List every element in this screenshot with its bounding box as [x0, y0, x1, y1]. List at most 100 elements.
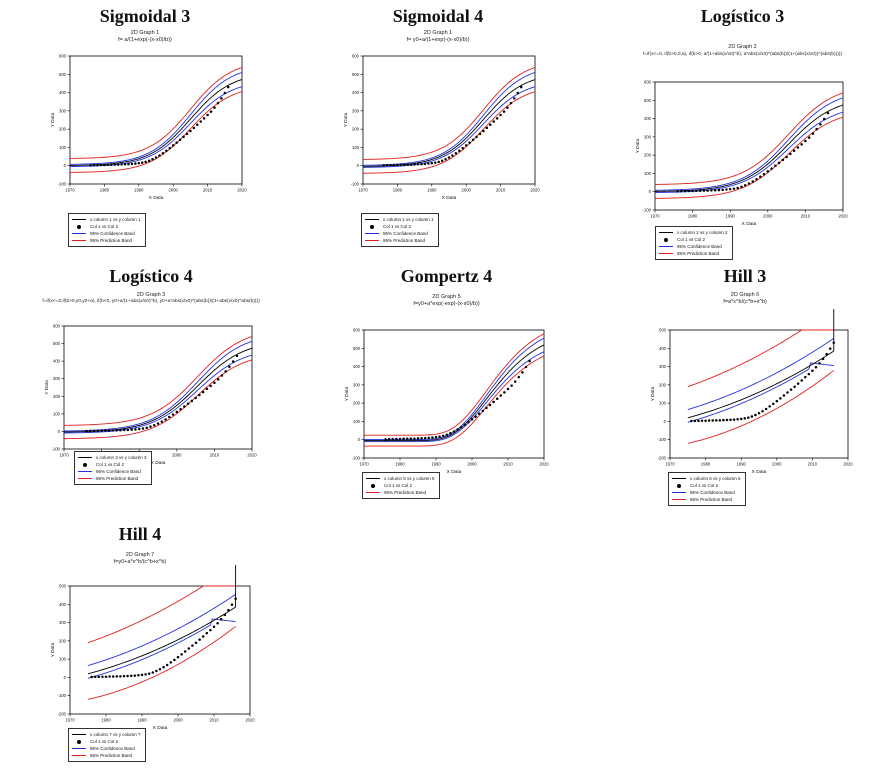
x-tick-label: 1980 — [688, 214, 698, 219]
legend-symbol — [659, 250, 673, 257]
data-point — [706, 189, 709, 192]
prediction-band-lower — [69, 91, 243, 173]
data-point — [495, 117, 499, 120]
x-tick-label: 1980 — [701, 462, 711, 467]
y-tick-label: 100 — [59, 145, 67, 150]
prediction-band-upper — [63, 336, 253, 426]
legend-symbol — [72, 237, 86, 244]
x-tick-label: 2000 — [173, 718, 183, 723]
x-tick-label: 2000 — [169, 188, 179, 193]
data-point — [811, 132, 815, 135]
x-tick-label: 1990 — [431, 462, 441, 467]
y-tick-label: 600 — [353, 328, 361, 333]
legend-item: 95% Confidence Band — [659, 243, 728, 250]
legend-symbol — [366, 489, 380, 496]
data-point — [755, 178, 758, 181]
data-point — [110, 163, 113, 167]
y-tick-label: 0 — [64, 163, 67, 168]
data-point — [123, 163, 127, 166]
y-tick-label: 0 — [649, 189, 652, 194]
data-point — [423, 436, 427, 440]
legend-item: x column 5 vs y column 5 — [366, 475, 435, 482]
data-point — [459, 426, 463, 429]
data-point — [717, 188, 721, 192]
panel-gompertz-4: Gompertz 4 2D Graph 5 f=y0+a*exp(-exp(-(… — [334, 266, 564, 506]
data-point — [104, 675, 108, 678]
y-tick-label: 400 — [352, 90, 360, 95]
data-point — [707, 419, 711, 422]
data-point — [427, 162, 430, 165]
data-point — [235, 354, 239, 358]
legend-item: x column 7 vs y column 7 — [72, 731, 141, 738]
y-tick-label: 200 — [353, 401, 361, 406]
graph-title: 2D Graph 3 — [136, 292, 166, 298]
data-point — [454, 152, 458, 155]
x-tick-label: 1980 — [393, 188, 403, 193]
legend-label: x column 6 vs y column 6 — [690, 476, 741, 481]
legend-symbol — [365, 216, 379, 223]
data-point — [710, 189, 713, 192]
data-point — [739, 417, 743, 421]
legend-symbol — [78, 454, 92, 461]
data-point — [168, 415, 171, 419]
legend-label: 95% Confidence Band — [96, 469, 141, 474]
data-point — [713, 189, 717, 192]
confidence-band-upper — [687, 338, 835, 410]
data-point — [182, 135, 185, 139]
data-point — [747, 416, 750, 419]
legend-symbol — [72, 223, 86, 230]
y-tick-label: -100 — [351, 182, 360, 187]
y-tick-label: 300 — [53, 376, 61, 381]
legend-item: x column 2 vs y column 2 — [659, 229, 728, 236]
data-point — [506, 387, 510, 391]
x-tick-label: 1980 — [101, 718, 111, 723]
legend-label: Col 1 vs Col 2 — [384, 483, 413, 488]
data-point — [201, 390, 205, 394]
data-point — [194, 396, 197, 400]
data-point — [792, 149, 796, 152]
data-point — [220, 97, 223, 100]
x-tick-label: 1970 — [359, 462, 369, 467]
confidence-band-lower — [87, 618, 236, 679]
data-point — [387, 437, 391, 441]
x-tick-label: 1970 — [65, 718, 75, 723]
data-point — [189, 129, 192, 133]
data-point — [155, 669, 158, 673]
data-point — [230, 603, 234, 606]
x-tick-label: 1980 — [395, 462, 405, 467]
data-point — [427, 436, 431, 440]
legend-symbol — [365, 223, 379, 230]
x-tick-label: 2020 — [838, 214, 848, 219]
data-point — [434, 435, 438, 439]
data-point — [751, 180, 755, 183]
data-point — [175, 410, 179, 414]
panel-title: Logístico 4 — [109, 266, 193, 286]
data-point — [815, 127, 818, 131]
y-tick-label: 600 — [352, 54, 360, 59]
y-tick-label: 300 — [59, 108, 67, 113]
x-tick-label: 1990 — [137, 718, 147, 723]
data-point — [115, 429, 118, 432]
data-point — [740, 185, 743, 189]
legend-symbol — [72, 752, 86, 759]
data-point — [231, 360, 235, 363]
legend-symbol — [365, 230, 379, 237]
data-point — [119, 675, 122, 678]
data-point — [103, 163, 106, 167]
legend-item: 95% Prediction Band — [78, 475, 147, 482]
data-point — [464, 144, 468, 147]
plot-frame — [654, 81, 844, 211]
x-tick-label: 1970 — [65, 188, 75, 193]
graph-title: 2D Graph 2 — [728, 44, 757, 50]
data-point — [718, 419, 722, 422]
data-point — [212, 625, 216, 629]
legend-item: 95% Confidence Band — [72, 745, 141, 752]
data-point — [416, 163, 420, 166]
data-point — [391, 437, 395, 441]
data-point — [199, 120, 202, 123]
x-tick-label: 2020 — [245, 718, 255, 723]
plot-frame — [362, 55, 536, 185]
legend-symbol — [366, 475, 380, 482]
data-point — [152, 424, 156, 427]
data-point — [517, 375, 521, 379]
